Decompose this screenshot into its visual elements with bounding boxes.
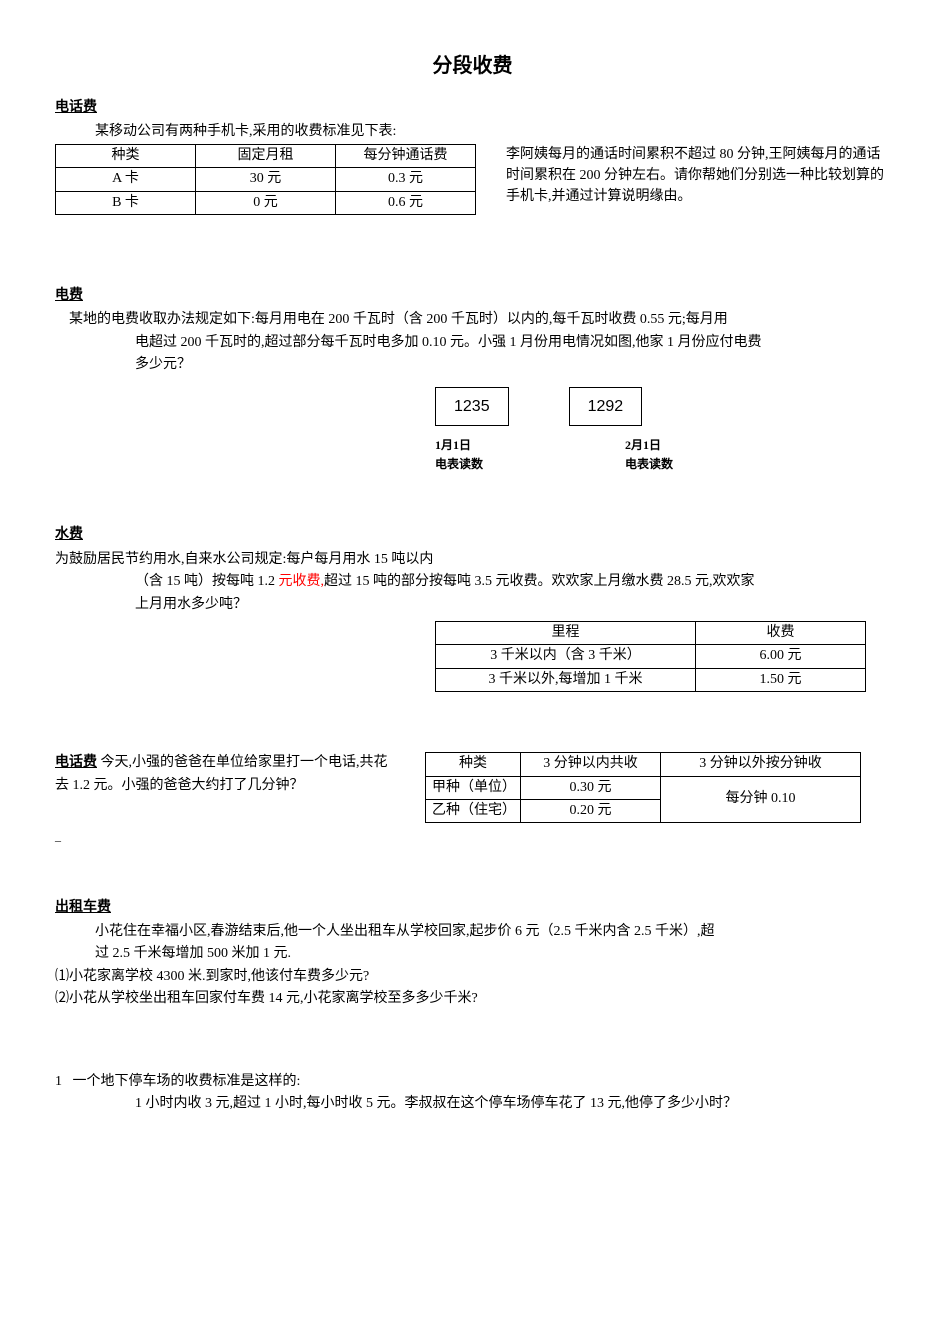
water-text2: （含 15 吨）按每吨 1.2 元收费,超过 15 吨的部分按每吨 3.5 元收… [135,571,890,593]
table-cell: A 卡 [56,168,196,191]
taxi-q1: ⑴小花家离学校 4300 米.到家时,他该付车费多少元? [55,966,890,988]
meter-label-2: 电表读数 [625,455,695,474]
dash-marker: _ [55,827,890,846]
table-cell: B 卡 [56,191,196,214]
table-header: 每分钟通话费 [336,144,476,167]
meter-label-1: 电表读数 [435,455,505,474]
phone2-text: 今天,小强的爸爸在单位给家里打一个电话,共花去 1.2 元。小强的爸爸大约打了几… [55,755,388,792]
taxi-heading: 出租车费 [55,897,890,919]
section-phone2: 电话费 今天,小强的爸爸在单位给家里打一个电话,共花去 1.2 元。小强的爸爸大… [55,752,890,823]
phone1-heading: 电话费 [55,97,890,119]
phone1-table: 种类 固定月租 每分钟通话费 A 卡 30 元 0.3 元 B 卡 0 元 0.… [55,144,476,215]
section-phone1: 电话费 某移动公司有两种手机卡,采用的收费标准见下表: 种类 固定月租 每分钟通… [55,97,890,215]
meter-date-1: 1月1日 [435,436,505,455]
table-header: 3 分钟以外按分钟收 [661,753,861,776]
table-cell: 乙种（住宅） [426,800,521,823]
water-heading: 水费 [55,524,890,546]
table-cell: 3 千米以内（含 3 千米） [436,645,696,668]
meter-reading-2: 1292 [569,387,643,427]
table-cell: 1.50 元 [696,668,866,691]
table-cell: 6.00 元 [696,645,866,668]
section-taxi: 出租车费 小花住在幸福小区,春游结束后,他一个人坐出租车从学校回家,起步价 6 … [55,897,890,1011]
parking-text2: 1 小时内收 3 元,超过 1 小时,每小时收 5 元。李叔叔在这个停车场停车花… [135,1093,890,1115]
table-cell: 3 千米以外,每增加 1 千米 [436,668,696,691]
water-fare-table: 里程 收费 3 千米以内（含 3 千米） 6.00 元 3 千米以外,每增加 1… [435,621,866,692]
taxi-text2: 过 2.5 千米每增加 500 米加 1 元. [95,943,890,965]
taxi-text1: 小花住在幸福小区,春游结束后,他一个人坐出租车从学校回家,起步价 6 元（2.5… [95,921,890,943]
section-water: 水费 为鼓励居民节约用水,自来水公司规定:每户每月用水 15 吨以内 （含 15… [55,524,890,692]
phone1-intro: 某移动公司有两种手机卡,采用的收费标准见下表: [95,121,890,143]
section-parking: 1 一个地下停车场的收费标准是这样的: 1 小时内收 3 元,超过 1 小时,每… [55,1071,890,1116]
electricity-text2: 电超过 200 千瓦时的,超过部分每千瓦时电多加 0.10 元。小强 1 月份用… [135,332,890,354]
table-cell: 0 元 [196,191,336,214]
table-header: 固定月租 [196,144,336,167]
electricity-text1: 某地的电费收取办法规定如下:每月用电在 200 千瓦时（含 200 千瓦时）以内… [69,309,890,331]
table-header: 收费 [696,622,866,645]
phone2-table: 种类 3 分钟以内共收 3 分钟以外按分钟收 甲种（单位） 0.30 元 每分钟… [425,752,861,823]
phone1-side-text: 李阿姨每月的通话时间累积不超过 80 分钟,王阿姨每月的通话时间累积在 200 … [506,144,890,207]
table-cell: 0.3 元 [336,168,476,191]
electricity-text3: 多少元？ [135,354,890,376]
table-header: 3 分钟以内共收 [521,753,661,776]
meter-diagram: 1235 1292 1月1日 电表读数 2月1日 电表读数 [435,387,890,475]
table-header: 里程 [436,622,696,645]
table-cell: 0.30 元 [521,776,661,799]
water-text3: 上月用水多少吨？ [135,594,890,616]
electricity-heading: 电费 [55,285,890,307]
water-text1: 为鼓励居民节约用水,自来水公司规定:每户每月用水 15 吨以内 [55,549,890,571]
parking-number: 1 [55,1074,62,1089]
parking-text1: 一个地下停车场的收费标准是这样的: [73,1074,301,1089]
table-cell: 0.20 元 [521,800,661,823]
table-cell: 甲种（单位） [426,776,521,799]
phone2-heading: 电话费 [55,755,97,770]
table-cell: 0.6 元 [336,191,476,214]
taxi-q2: ⑵小花从学校坐出租车回家付车费 14 元,小花家离学校至多多少千米? [55,988,890,1010]
table-cell: 30 元 [196,168,336,191]
meter-reading-1: 1235 [435,387,509,427]
meter-date-2: 2月1日 [625,436,695,455]
table-cell: 每分钟 0.10 [661,776,861,823]
page-title: 分段收费 [55,50,890,82]
table-header: 种类 [426,753,521,776]
table-header: 种类 [56,144,196,167]
section-electricity: 电费 某地的电费收取办法规定如下:每月用电在 200 千瓦时（含 200 千瓦时… [55,285,890,475]
